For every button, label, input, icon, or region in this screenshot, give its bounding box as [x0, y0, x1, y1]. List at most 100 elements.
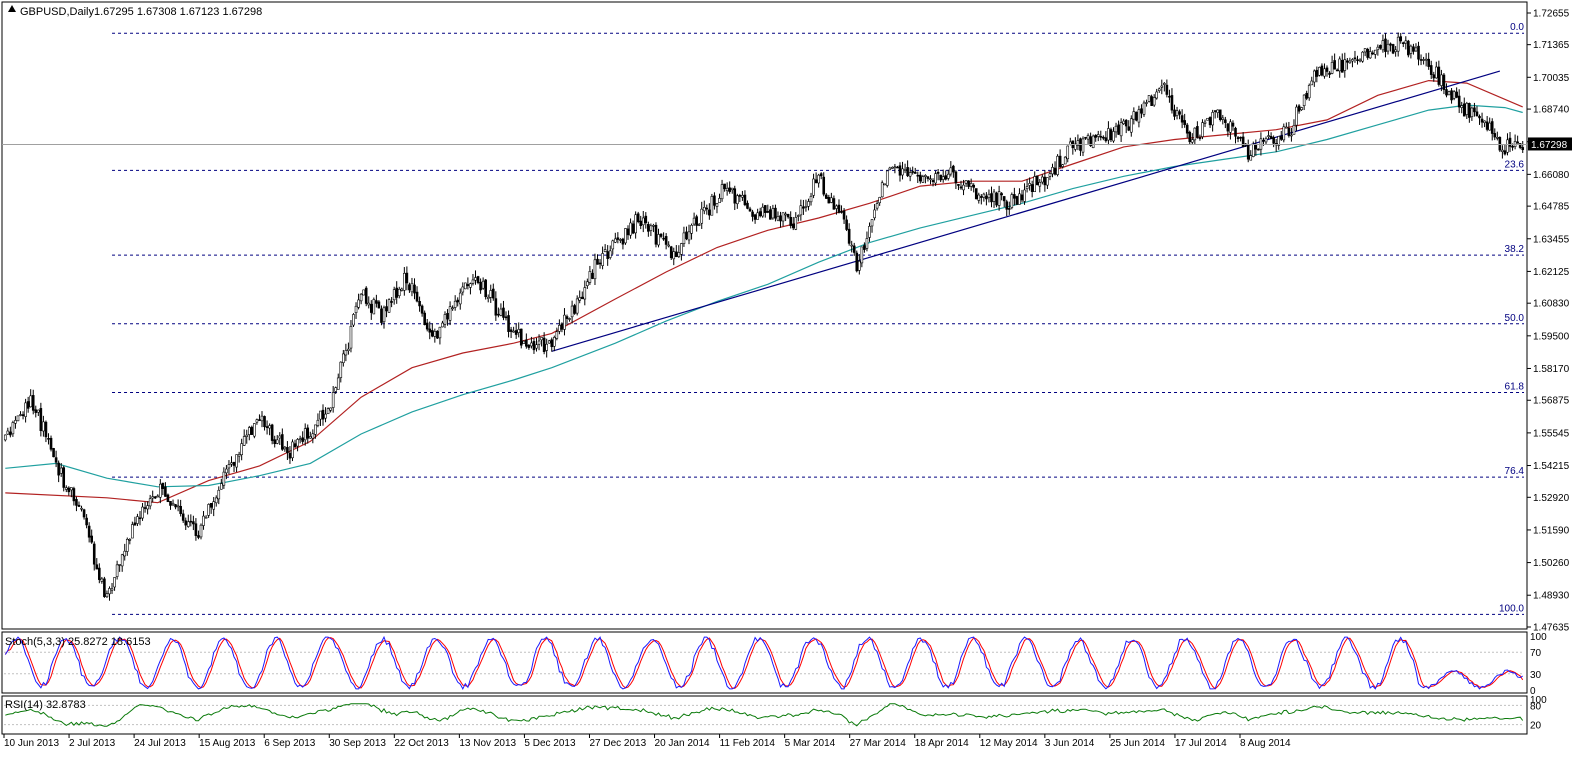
candle-body — [1193, 127, 1197, 141]
candle-body — [1084, 136, 1087, 139]
candle-body — [809, 195, 813, 203]
candle-body — [603, 249, 607, 252]
candle-body — [774, 207, 777, 219]
candle-body — [624, 228, 627, 244]
candle-body — [390, 301, 393, 303]
candle-body — [649, 225, 653, 231]
candle-body — [911, 171, 914, 173]
candle-body — [1300, 107, 1303, 111]
candle-body — [949, 167, 953, 175]
candle-body — [814, 179, 818, 184]
candle-body — [100, 578, 104, 582]
candle-body — [636, 213, 640, 223]
candle-body — [593, 259, 597, 280]
candle-body — [560, 323, 564, 330]
candle-body — [1104, 137, 1108, 142]
candle-body — [1262, 139, 1265, 142]
candle-body — [939, 174, 942, 181]
candle-body — [1190, 139, 1194, 143]
candle-body — [1429, 65, 1433, 75]
candle-body — [1480, 118, 1484, 123]
candle-body — [776, 216, 780, 221]
candle-body — [34, 409, 38, 413]
candle-body — [1025, 186, 1029, 189]
candle-body — [484, 279, 487, 298]
price-panel[interactable]: 0.0 23.6 38.2 50.0 61.8 76.4 100.0 GBPUSD,Dail… — [1, 1, 1528, 630]
candle-body — [550, 339, 554, 348]
candle-body — [842, 210, 846, 220]
candle-body — [438, 326, 442, 339]
candle-body — [105, 593, 109, 598]
stochastic-lines — [4, 635, 1524, 691]
candle-body — [1501, 149, 1504, 152]
rsi-tick-label: 20 — [1530, 721, 1542, 732]
candle-body — [403, 273, 406, 291]
candle-body — [265, 426, 269, 428]
candle-body — [819, 173, 823, 177]
candle-body — [1010, 194, 1014, 208]
candle-body — [532, 341, 536, 351]
candle-body — [738, 194, 742, 197]
rsi-panel[interactable]: RSI(14) 32.8783 — [1, 695, 1528, 735]
candle-body — [1196, 126, 1199, 138]
candle-body — [1236, 137, 1240, 140]
candle-body — [331, 392, 335, 408]
candle-body — [730, 187, 734, 191]
candle-body — [1292, 125, 1296, 135]
dropdown-arrow-icon[interactable] — [8, 5, 16, 12]
candle-body — [1251, 144, 1255, 157]
candle-body — [702, 207, 706, 212]
price-tick-label: 1.64785 — [1533, 202, 1570, 213]
candle-body — [1218, 109, 1222, 121]
candle-body — [1445, 89, 1448, 96]
candle-body — [433, 331, 437, 337]
time-tick-label: 15 Aug 2013 — [199, 738, 256, 749]
candle-body — [227, 464, 231, 469]
candle-body — [1239, 136, 1242, 139]
candle-body — [547, 340, 551, 344]
candle-body — [563, 314, 566, 330]
time-tick-label: 25 Jun 2014 — [1110, 738, 1165, 749]
candle-body — [387, 299, 391, 313]
candle-body — [789, 217, 792, 226]
candle-body — [1033, 176, 1037, 192]
candle-body — [1107, 128, 1110, 141]
candle-body — [1096, 134, 1100, 137]
candle-body — [326, 408, 330, 415]
candle-body — [542, 337, 546, 352]
candle-body — [586, 281, 589, 286]
candle-body — [1485, 121, 1489, 130]
candle-body — [891, 166, 894, 169]
candle-body — [1114, 125, 1118, 133]
candle-body — [1020, 194, 1024, 201]
candle-body — [728, 187, 731, 192]
candle-body — [611, 240, 615, 250]
candle-body — [901, 168, 904, 176]
candle-body — [1056, 155, 1059, 175]
candle-body — [959, 186, 963, 189]
candle-body — [458, 292, 462, 305]
candle-body — [3, 434, 7, 441]
time-tick-label: 2 Jul 2013 — [69, 738, 116, 749]
candle-body — [1173, 109, 1176, 117]
candle-body — [1279, 136, 1283, 140]
candle-body — [641, 217, 645, 226]
candle-body — [1521, 147, 1525, 151]
time-axis[interactable]: 10 Jun 2013 2 Jul 2013 24 Jul 2013 15 Aug 2… — [3, 734, 1291, 749]
price-axis[interactable]: 1.726551.713651.700351.687401.674101.660… — [1527, 9, 1570, 634]
candle-body — [209, 503, 213, 508]
stochastic-panel[interactable]: Stoch(5,3,3) 25.8272 18.6153 — [1, 631, 1528, 694]
candle-body — [1007, 208, 1011, 210]
candle-body — [443, 314, 447, 325]
candle-body — [1221, 117, 1225, 120]
candle-body — [1183, 120, 1186, 125]
candle-body — [430, 330, 434, 337]
time-tick-label: 11 Feb 2014 — [720, 738, 776, 749]
candle-body — [1503, 150, 1507, 155]
candle-body — [1414, 47, 1418, 52]
fib-level-label: 23.6 — [1505, 159, 1525, 170]
candle-body — [687, 231, 691, 241]
candle-body — [476, 276, 480, 283]
candle-body — [1318, 67, 1321, 76]
